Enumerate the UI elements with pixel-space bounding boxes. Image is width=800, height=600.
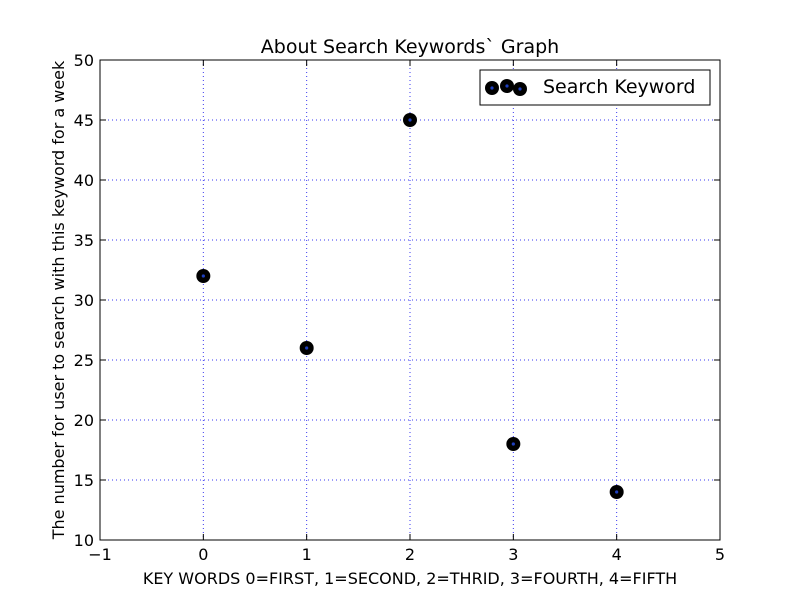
y-tick-label: 10 — [74, 531, 94, 550]
x-tick-label: 1 — [302, 545, 312, 564]
legend: Search Keyword — [479, 69, 711, 106]
scatter-point-center — [615, 490, 619, 494]
y-tick-label: 15 — [74, 471, 94, 490]
x-axis-label: KEY WORDS 0=FIRST, 1=SECOND, 2=THRID, 3=… — [143, 569, 677, 588]
legend-marker-center — [518, 87, 522, 91]
plot-frame — [99, 59, 721, 541]
legend-markers — [485, 79, 527, 96]
legend-label: Search Keyword — [543, 76, 695, 98]
y-axis-label: The number for user to search with this … — [49, 60, 68, 540]
scatter-point-center — [408, 118, 412, 122]
x-tick-label: 5 — [715, 545, 725, 564]
y-tick-label: 45 — [74, 111, 94, 130]
legend-marker-center — [490, 86, 494, 90]
x-tick-label: −1 — [88, 545, 112, 564]
x-tick-label: 3 — [508, 545, 518, 564]
scatter-point-center — [201, 274, 205, 278]
scatter-point-center — [305, 346, 309, 350]
y-tick-label: 40 — [74, 171, 94, 190]
chart-title: About Search Keywords` Graph — [261, 36, 559, 58]
y-tick-label: 20 — [74, 411, 94, 430]
x-tick-label: 0 — [198, 545, 208, 564]
y-tick-label: 30 — [74, 291, 94, 310]
legend-marker-center — [505, 84, 509, 88]
x-tick-label: 2 — [405, 545, 415, 564]
x-tick-label: 4 — [612, 545, 622, 564]
y-tick-label: 35 — [74, 231, 94, 250]
grid-lines — [100, 60, 720, 540]
y-tick-label: 50 — [74, 51, 94, 70]
data-points — [196, 113, 624, 499]
y-tick-label: 25 — [74, 351, 94, 370]
scatter-point-center — [511, 442, 515, 446]
